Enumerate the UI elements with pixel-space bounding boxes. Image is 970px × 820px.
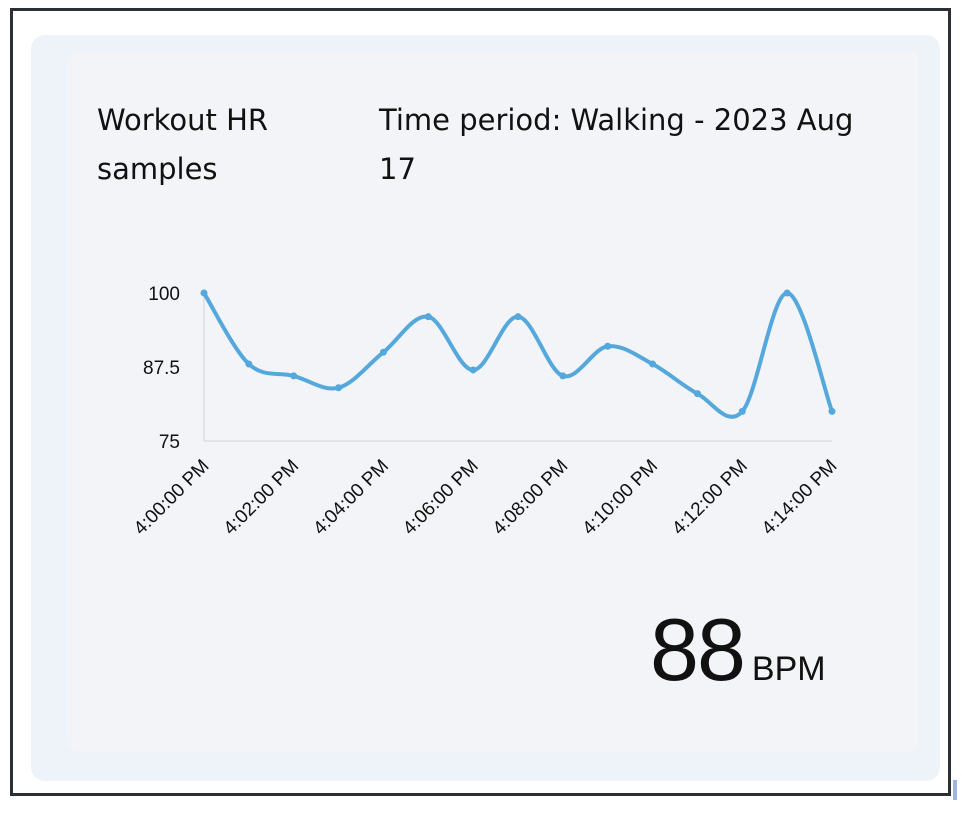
x-tick-label: 4:04:00 PM <box>309 456 393 540</box>
hr-series-line <box>202 291 834 419</box>
hr-data-point <box>514 313 522 321</box>
current-bpm: 88 BPM <box>650 600 826 700</box>
bpm-unit: BPM <box>751 650 826 688</box>
hr-data-point <box>200 289 208 297</box>
y-tick-label: 75 <box>159 432 180 453</box>
hr-data-point <box>604 342 612 350</box>
hr-data-point <box>783 289 791 297</box>
hr-data-point <box>379 348 387 356</box>
x-tick-label: 4:10:00 PM <box>579 456 663 540</box>
x-tick-label: 4:14:00 PM <box>758 456 842 540</box>
x-tick-label: 4:08:00 PM <box>489 456 573 540</box>
hr-data-point <box>290 372 298 380</box>
hr-data-point <box>335 384 343 392</box>
x-tick-label: 4:12:00 PM <box>668 456 752 540</box>
card-title: Workout HR samples <box>97 103 269 186</box>
x-tick-label: 4:00:00 PM <box>130 456 214 540</box>
hr-data-point <box>738 407 746 415</box>
hr-data-point <box>245 360 253 368</box>
x-tick-label: 4:02:00 PM <box>220 456 304 540</box>
hr-data-point <box>693 390 701 398</box>
x-tick-label: 4:06:00 PM <box>399 456 483 540</box>
hr-data-point <box>828 407 836 415</box>
hr-data-point <box>559 372 567 380</box>
edge-marker <box>953 780 957 800</box>
hr-data-point <box>424 313 432 321</box>
hr-card <box>31 35 940 781</box>
hr-card-inner <box>67 51 919 751</box>
bpm-value: 88 <box>650 600 746 699</box>
hr-data-point <box>469 366 477 374</box>
window-frame <box>10 8 951 796</box>
time-period: Time period: Walking - 2023 Aug 17 <box>379 103 854 186</box>
y-tick-label: 87.5 <box>143 358 180 379</box>
hr-data-point <box>649 360 657 368</box>
y-tick-label: 100 <box>148 284 180 305</box>
